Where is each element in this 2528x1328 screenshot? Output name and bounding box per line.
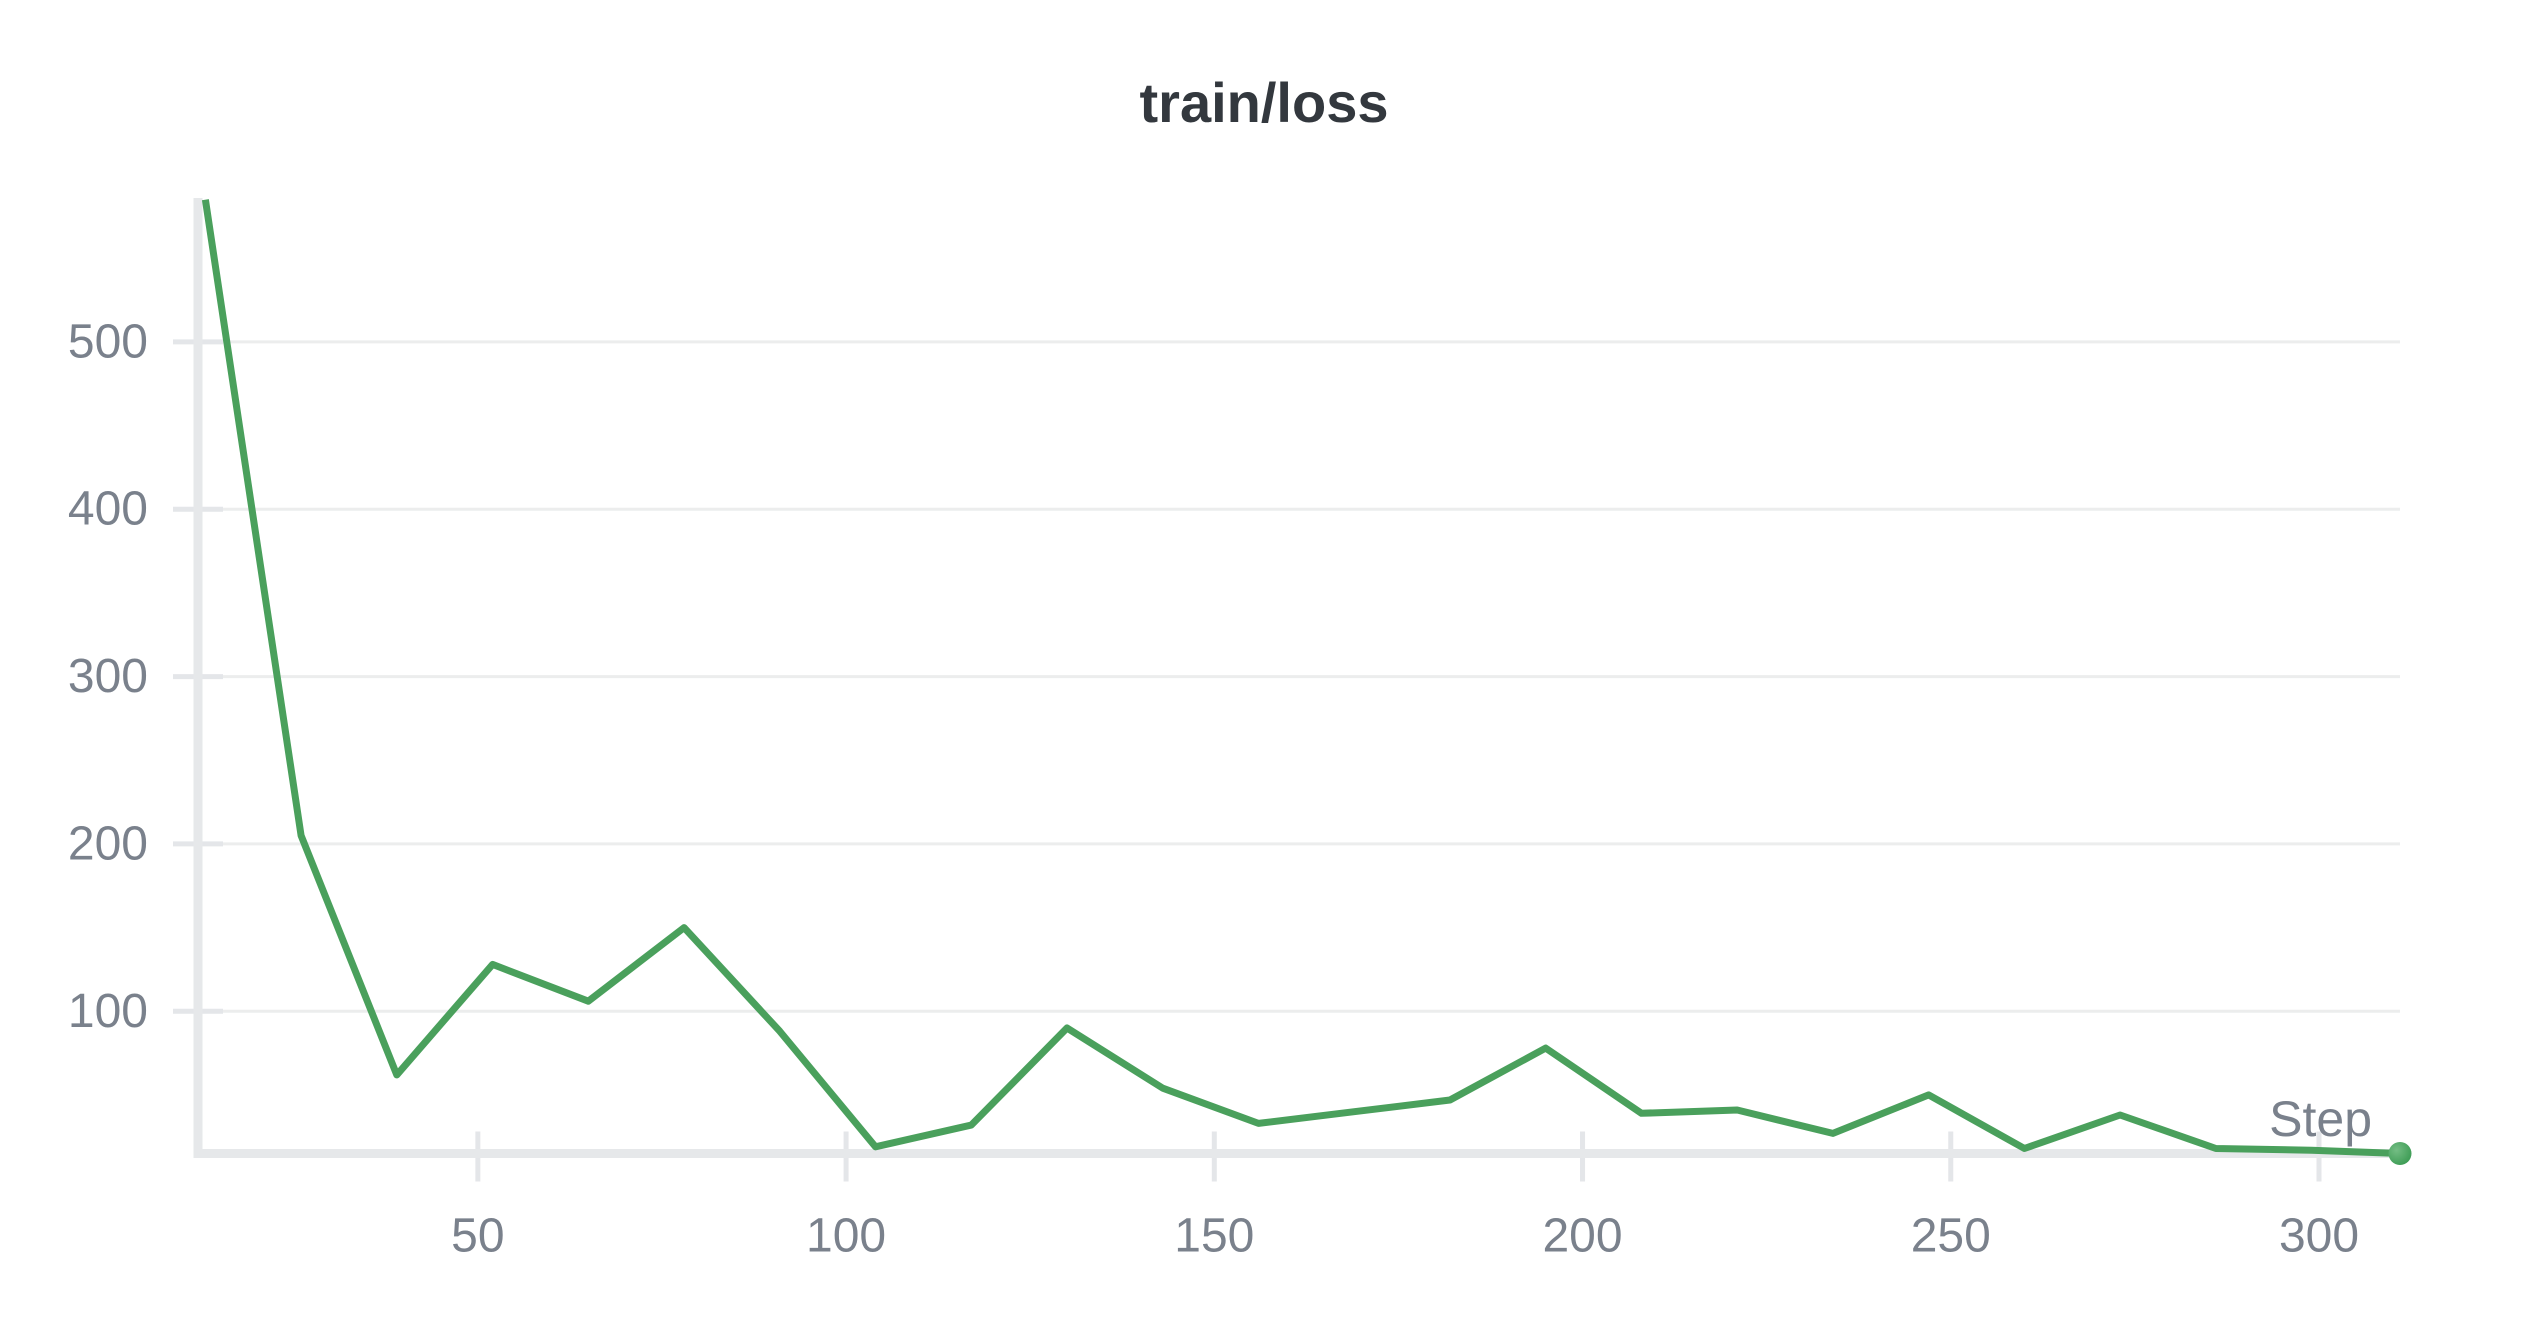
chart-title: train/loss xyxy=(1139,71,1389,134)
x-axis-step-label: Step xyxy=(2269,1091,2372,1147)
x-tick-label: 200 xyxy=(1542,1210,1622,1263)
y-tick-labels: 100 200 300 400 500 xyxy=(68,315,148,1037)
x-tick-labels: 50 100 150 200 250 300 xyxy=(451,1210,2359,1263)
x-axis-bar xyxy=(193,1149,2407,1158)
y-tick-label: 400 xyxy=(68,483,148,536)
latest-point-dot[interactable] xyxy=(2388,1142,2412,1165)
x-tick-label: 150 xyxy=(1174,1210,1254,1263)
y-tick-label: 100 xyxy=(68,985,148,1038)
y-gridlines xyxy=(198,340,2400,1013)
y-tick-label: 500 xyxy=(68,315,148,368)
y-axis-bar xyxy=(193,198,203,1158)
x-tick-label: 50 xyxy=(451,1210,504,1263)
x-tick-label: 250 xyxy=(1911,1210,1991,1263)
axis-ticks xyxy=(173,339,2322,1182)
loss-line[interactable] xyxy=(201,199,2401,1157)
x-tick-label: 100 xyxy=(806,1210,886,1263)
y-tick-label: 300 xyxy=(68,650,148,703)
axis-bars xyxy=(193,198,2407,1158)
y-tick-label: 200 xyxy=(68,817,148,870)
x-tick-label: 300 xyxy=(2279,1210,2359,1263)
